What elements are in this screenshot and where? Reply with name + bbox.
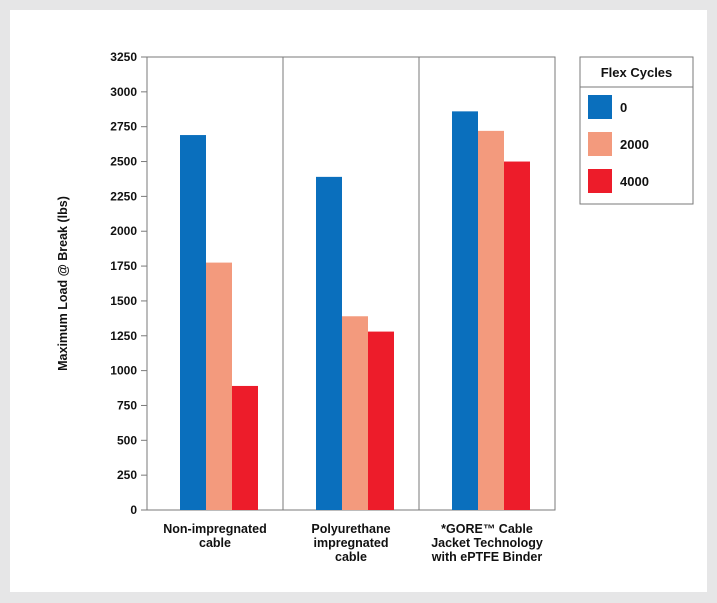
y-tick-label: 1500 bbox=[110, 294, 137, 308]
y-tick-label: 1250 bbox=[110, 329, 137, 343]
legend-swatch bbox=[588, 169, 612, 193]
legend: Flex Cycles 0 2000 4000 bbox=[579, 56, 694, 205]
y-tick-label: 250 bbox=[117, 468, 137, 482]
legend-label: 0 bbox=[620, 100, 627, 115]
bar-4000-cat-2 bbox=[368, 331, 394, 510]
legend-label: 4000 bbox=[620, 174, 649, 189]
y-tick-label: 3000 bbox=[110, 85, 137, 99]
chart-panel: 0 250 500 750 1000 1250 1500 1750 2000 2250 2500 27… bbox=[10, 10, 707, 592]
legend-title: Flex Cycles bbox=[601, 65, 673, 80]
legend-item: 4000 bbox=[588, 169, 649, 193]
category-label-line: impregnated bbox=[313, 536, 388, 550]
category-label-line: Polyurethane bbox=[311, 522, 390, 536]
y-tick-label: 3250 bbox=[110, 50, 137, 64]
category-label-line: Non-impregnated bbox=[163, 522, 266, 536]
y-tick-label: 1750 bbox=[110, 259, 137, 273]
y-tick-label: 2000 bbox=[110, 224, 137, 238]
y-tick-label: 2250 bbox=[110, 189, 137, 203]
y-tick-label: 0 bbox=[130, 503, 137, 517]
y-tick-label: 2500 bbox=[110, 155, 137, 169]
bar-0-cat-3 bbox=[452, 111, 478, 511]
bar-4000-cat-3 bbox=[504, 161, 530, 511]
category-label-line: cable bbox=[199, 536, 231, 550]
category-label-line: *GORE™ Cable bbox=[441, 522, 533, 536]
category-label-line: with ePTFE Binder bbox=[431, 550, 543, 564]
y-tick-label: 750 bbox=[117, 398, 137, 412]
legend-item: 0 bbox=[588, 95, 627, 119]
legend-swatch bbox=[588, 132, 612, 156]
category-label-line: Jacket Technology bbox=[431, 536, 543, 550]
legend-swatch bbox=[588, 95, 612, 119]
legend-label: 2000 bbox=[620, 137, 649, 152]
bar-2000-cat-3 bbox=[478, 130, 504, 510]
legend-item: 2000 bbox=[588, 132, 649, 156]
y-tick-label: 500 bbox=[117, 433, 137, 447]
category-label-line: cable bbox=[335, 550, 367, 564]
bar-0-cat-1 bbox=[180, 135, 206, 510]
bar-2000-cat-1 bbox=[206, 262, 232, 510]
y-tick-label: 1000 bbox=[110, 364, 137, 378]
y-axis-title: Maximum Load @ Break (lbs) bbox=[56, 196, 70, 371]
bar-4000-cat-1 bbox=[232, 385, 258, 510]
bar-2000-cat-2 bbox=[342, 316, 368, 510]
bar-chart: 0 250 500 750 1000 1250 1500 1750 2000 2250 2500 27… bbox=[56, 50, 694, 564]
bar-0-cat-2 bbox=[316, 176, 342, 510]
y-tick-label: 2750 bbox=[110, 120, 137, 134]
